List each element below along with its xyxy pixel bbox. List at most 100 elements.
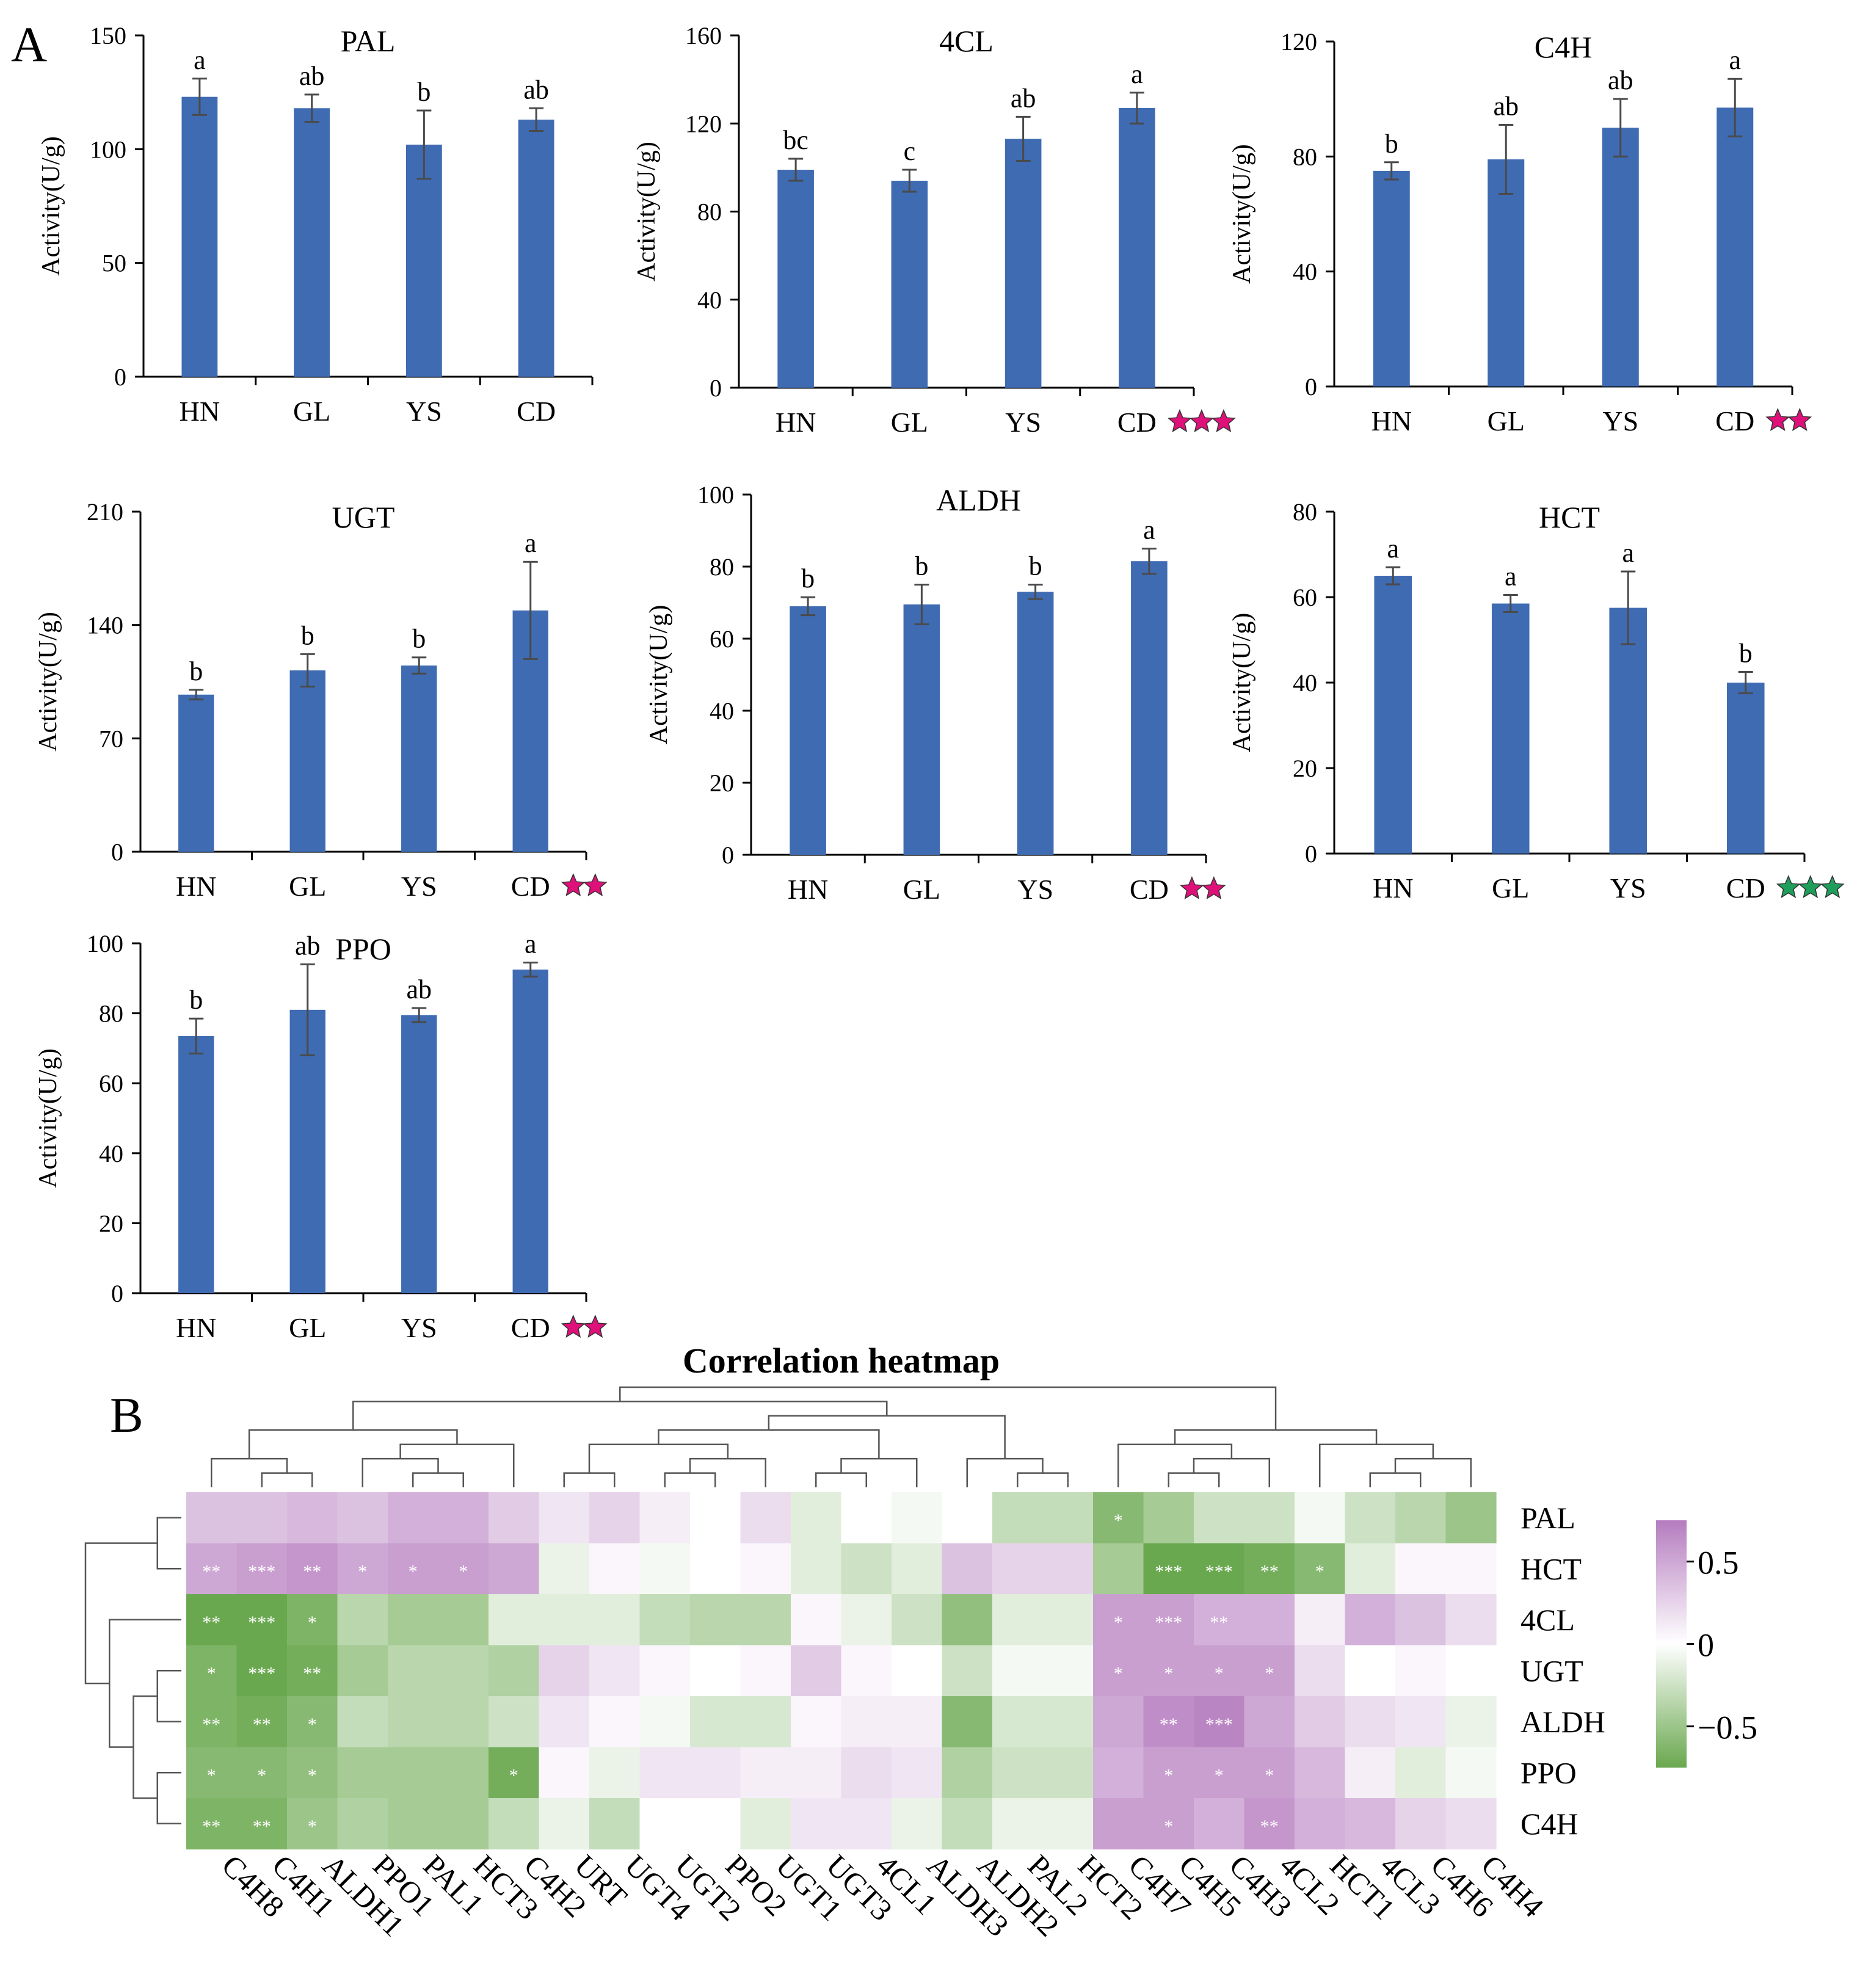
significance-mark: *: [1265, 1765, 1274, 1785]
y-tick-label: 40: [710, 697, 734, 725]
heatmap-cell: [942, 1747, 993, 1799]
significance-letter: b: [189, 985, 203, 1015]
heatmap-cell: [942, 1798, 993, 1850]
heatmap-cell: [489, 1492, 540, 1544]
chart-title: PAL: [341, 24, 396, 58]
heatmap-cell: [1194, 1492, 1245, 1544]
heatmap-cell: [791, 1543, 842, 1595]
heatmap-cell: [992, 1645, 1044, 1697]
bar-ys: [1017, 592, 1054, 855]
significance-mark: *: [1215, 1663, 1224, 1683]
significance-star: [1798, 875, 1823, 898]
significance-letter: ab: [295, 931, 321, 960]
significance-letter: bc: [783, 125, 808, 155]
significance-letter: a: [525, 929, 537, 959]
heatmap-cell: [489, 1747, 540, 1799]
bar-chart-ppo: 0 20 40 60 80 100 Activity(U/g) PPO b HN ab GL ab YS a…: [34, 929, 608, 1343]
significance-mark: *: [1164, 1663, 1173, 1683]
dendrogram-branch: [1117, 1443, 1233, 1487]
significance-mark: *: [1114, 1511, 1123, 1531]
heatmap-row-label: PAL: [1520, 1501, 1575, 1535]
heatmap-cell: [236, 1747, 288, 1799]
dendrogram-branch: [619, 1386, 1277, 1431]
heatmap-cell: [639, 1747, 691, 1799]
significance-mark: ***: [248, 1561, 275, 1581]
heatmap-cell: [1143, 1696, 1194, 1748]
heatmap-cell: [589, 1594, 641, 1646]
error-bar: [1129, 92, 1144, 125]
heatmap-cell: [639, 1594, 691, 1646]
heatmap-cell: [489, 1594, 540, 1646]
heatmap-cell: [690, 1696, 741, 1748]
heatmap-cell: [388, 1492, 439, 1544]
significance-mark: *: [1164, 1765, 1173, 1785]
heatmap-cell: [539, 1798, 590, 1850]
heatmap-cell: [489, 1645, 540, 1697]
heatmap-cell: [1345, 1645, 1396, 1697]
error-bar: [189, 689, 204, 701]
y-tick-label: 0: [710, 374, 722, 402]
category-label: YS: [1610, 872, 1646, 904]
significance-letter: a: [1729, 45, 1741, 75]
heatmap-row-label: C4H: [1520, 1807, 1578, 1841]
bar-chart-c4h: 0 40 80 120 Activity(U/g) C4H b HN ab GL ab YS a CD: [1228, 28, 1812, 437]
heatmap-cell: [1345, 1543, 1396, 1595]
significance-letter: b: [412, 624, 426, 654]
significance-mark: **: [253, 1816, 271, 1837]
heatmap-cell: [1345, 1696, 1396, 1748]
heatmap-cell: [1395, 1543, 1447, 1595]
bar-gl: [1491, 603, 1530, 854]
heatmap-cell: [589, 1798, 641, 1850]
bar-ys: [1602, 128, 1639, 386]
heatmap-cell: [1244, 1492, 1295, 1544]
error-bar: [1503, 594, 1518, 613]
heatmap-cell: [438, 1492, 489, 1544]
error-bar: [1738, 671, 1753, 694]
colorbar-tick-label: 0: [1698, 1627, 1714, 1664]
heatmap-cell: [489, 1798, 540, 1850]
significance-mark: *: [207, 1765, 216, 1785]
heatmap-cell: [1093, 1543, 1144, 1595]
heatmap-cell: [690, 1798, 741, 1850]
dendrogram-branch: [156, 1670, 181, 1722]
heatmap-cell: [489, 1543, 540, 1595]
heatmap-cell: [992, 1543, 1044, 1595]
heatmap-cell: [1445, 1696, 1497, 1748]
heatmap-cell: [791, 1696, 842, 1748]
y-tick-label: 40: [1293, 258, 1317, 286]
dendrogram-branch: [658, 1429, 880, 1459]
category-label: YS: [401, 871, 437, 902]
heatmap-cell: [589, 1492, 641, 1544]
significance-mark: **: [1160, 1714, 1178, 1735]
heatmap-cell: [791, 1594, 842, 1646]
category-label: HN: [1373, 872, 1413, 904]
heatmap-cell: [388, 1645, 439, 1697]
heatmap-row-label: ALDH: [1520, 1705, 1605, 1739]
significance-letter: b: [189, 656, 203, 686]
significance-letter: a: [1143, 515, 1155, 545]
heatmap-cell: [841, 1543, 892, 1595]
heatmap-cell: [841, 1645, 892, 1697]
bar-gl: [1488, 159, 1525, 386]
heatmap-cell: [438, 1747, 489, 1799]
error-bar: [1621, 570, 1636, 645]
y-axis-label: Activity(U/g): [37, 136, 65, 276]
bar-hn: [790, 606, 826, 855]
heatmap-cell: [1395, 1594, 1447, 1646]
heatmap-cell: [740, 1696, 791, 1748]
heatmap-cell: [690, 1594, 741, 1646]
heatmap-cell: [1093, 1492, 1144, 1544]
heatmap-cell: [287, 1543, 338, 1595]
heatmap-cell: [892, 1543, 943, 1595]
y-tick-label: 0: [111, 838, 123, 866]
significance-letter: a: [1387, 534, 1399, 564]
significance-mark: *: [308, 1613, 317, 1633]
significance-letter: b: [301, 620, 314, 650]
bar-gl: [903, 604, 940, 855]
y-axis-label: Activity(U/g): [34, 612, 62, 752]
significance-mark: **: [202, 1561, 220, 1581]
significance-star: [1776, 875, 1801, 898]
dendrogram-branch: [109, 1619, 181, 1748]
bar-ys: [1609, 608, 1648, 854]
y-tick-label: 100: [90, 136, 126, 163]
